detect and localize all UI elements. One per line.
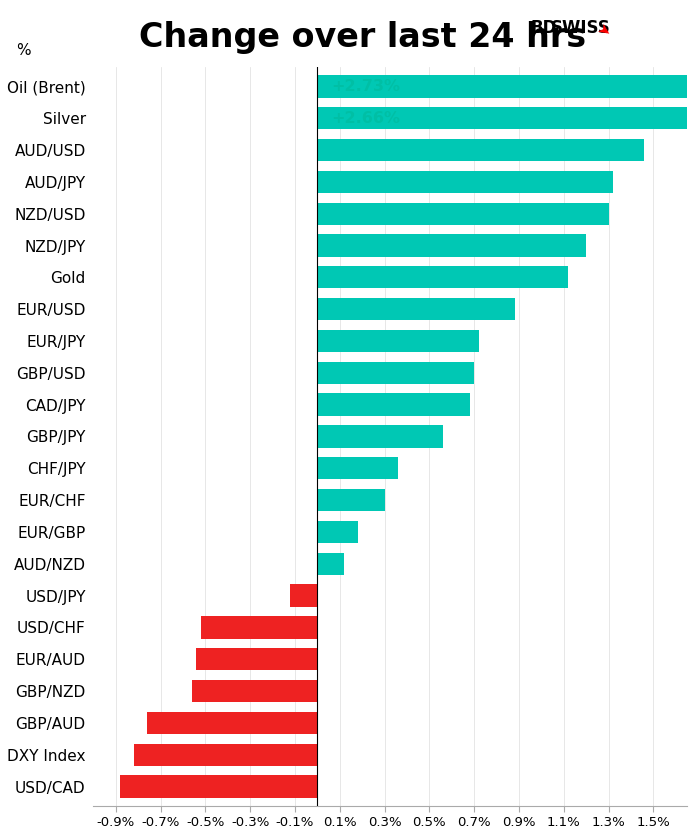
Bar	[317, 426, 443, 447]
Bar	[317, 362, 474, 384]
Bar	[201, 616, 317, 639]
Bar	[291, 584, 317, 607]
Bar	[317, 457, 398, 479]
Bar	[317, 171, 613, 193]
Text: +2.73%: +2.73%	[331, 79, 400, 94]
Bar	[317, 330, 479, 352]
Bar	[317, 394, 470, 415]
Bar	[317, 202, 609, 225]
Bar	[317, 139, 645, 161]
Text: Change over last 24 hrs: Change over last 24 hrs	[139, 21, 586, 54]
Bar	[317, 234, 586, 257]
Text: SWISS: SWISS	[550, 19, 610, 38]
Bar	[317, 489, 384, 512]
Bar	[192, 680, 317, 702]
Bar	[317, 553, 344, 575]
Bar	[317, 107, 687, 130]
Bar	[317, 75, 687, 98]
Bar	[147, 711, 317, 734]
Bar	[134, 743, 317, 766]
Text: %: %	[16, 43, 31, 59]
Text: BD: BD	[531, 19, 557, 38]
Bar	[317, 266, 568, 288]
Text: +2.66%: +2.66%	[331, 110, 400, 125]
Bar	[120, 776, 317, 798]
Text: ➤: ➤	[593, 21, 612, 40]
Bar	[196, 648, 317, 670]
Bar	[317, 521, 357, 543]
Bar	[317, 298, 514, 320]
